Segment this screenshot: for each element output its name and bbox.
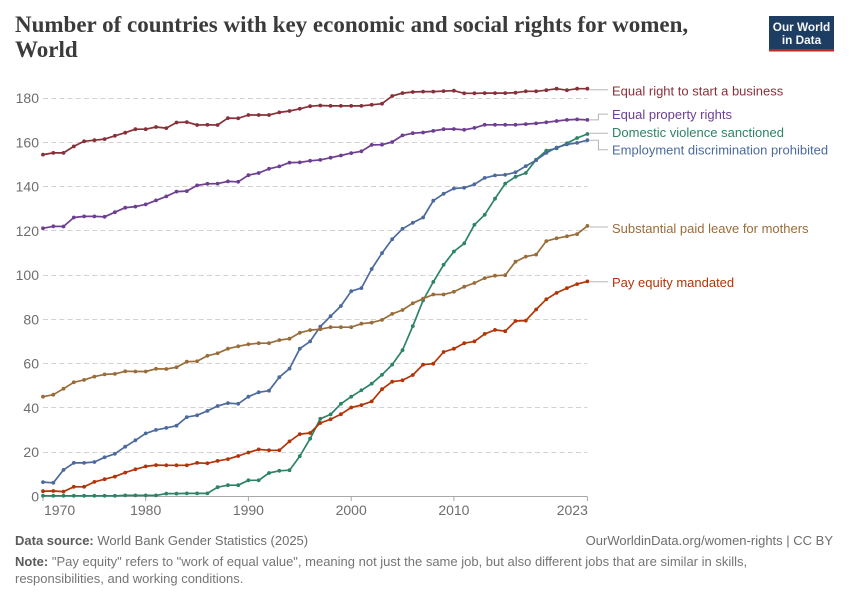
svg-text:Number of countries with key e: Number of countries with key economic an… [15, 12, 688, 37]
svg-text:0: 0 [31, 488, 39, 504]
svg-text:Substantial paid leave for mot: Substantial paid leave for mothers [612, 221, 809, 236]
svg-text:Our World: Our World [773, 20, 830, 34]
svg-text:180: 180 [16, 90, 40, 106]
svg-text:Domestic violence sanctioned: Domestic violence sanctioned [612, 125, 784, 140]
svg-text:160: 160 [16, 134, 40, 150]
svg-text:2023: 2023 [557, 502, 588, 518]
svg-text:Employment discrimination proh: Employment discrimination prohibited [612, 142, 828, 157]
svg-text:1970: 1970 [44, 502, 75, 518]
svg-text:1980: 1980 [130, 502, 161, 518]
svg-text:1990: 1990 [233, 502, 264, 518]
svg-text:Pay equity mandated: Pay equity mandated [612, 275, 734, 290]
svg-text:OurWorldinData.org/women-right: OurWorldinData.org/women-rights | CC BY [586, 533, 834, 548]
svg-text:40: 40 [23, 400, 39, 416]
svg-text:100: 100 [16, 267, 40, 283]
svg-text:120: 120 [16, 223, 40, 239]
svg-text:responsibilities, and working: responsibilities, and working conditions… [15, 571, 243, 586]
svg-text:World: World [15, 37, 78, 62]
svg-text:20: 20 [23, 444, 39, 460]
svg-text:in Data: in Data [782, 33, 822, 47]
svg-text:Equal property rights: Equal property rights [612, 107, 732, 122]
svg-text:Note: "Pay equity" refers to ": Note: "Pay equity" refers to "work of eq… [15, 554, 747, 569]
svg-text:Equal right to start a busines: Equal right to start a business [612, 84, 784, 99]
svg-text:80: 80 [23, 311, 39, 327]
svg-text:60: 60 [23, 356, 39, 372]
svg-text:Data source: World Bank Gender: Data source: World Bank Gender Statistic… [15, 533, 308, 548]
svg-text:140: 140 [16, 179, 40, 195]
svg-text:2010: 2010 [438, 502, 469, 518]
svg-text:2000: 2000 [336, 502, 367, 518]
